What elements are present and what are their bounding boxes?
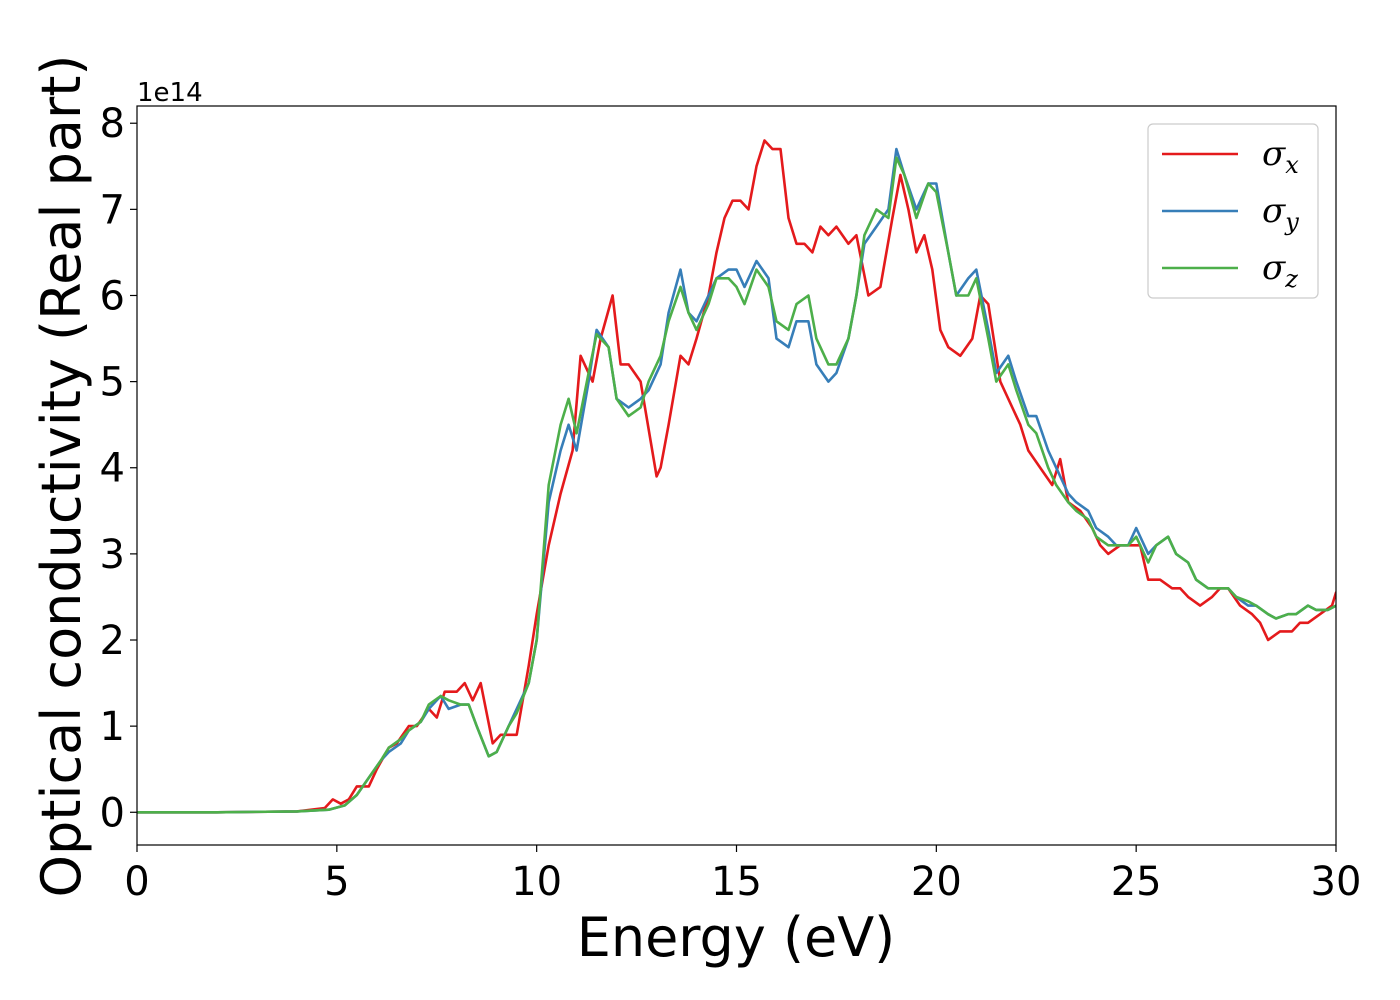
y-tick-label: 4 (100, 446, 125, 492)
x-tick-label: 5 (324, 859, 349, 905)
y-tick-label: 5 (100, 360, 125, 406)
y-tick-label: 6 (100, 273, 125, 319)
x-tick-label: 20 (911, 859, 962, 905)
x-tick-label: 10 (511, 859, 562, 905)
series-line-z (137, 156, 1336, 814)
x-tick-label: 0 (124, 859, 149, 905)
y-axis-ticks: 0 1 2 3 4 5 6 7 8 (100, 101, 137, 836)
legend-label-x: σx (1262, 134, 1299, 179)
y-tick-label: 8 (100, 101, 125, 147)
x-tick-label: 15 (711, 859, 762, 905)
y-tick-label: 1 (100, 704, 125, 750)
y-axis-offset-label: 1e14 (137, 78, 203, 108)
x-axis-ticks: 0 5 10 15 20 25 30 (124, 845, 1361, 905)
legend: σx σy σz (1147, 123, 1319, 299)
series-line-x (137, 139, 1336, 814)
y-tick-label: 2 (100, 618, 125, 664)
legend-label-z: σz (1262, 248, 1298, 293)
x-axis-label: Energy (eV) (577, 906, 896, 969)
y-tick-label: 0 (100, 790, 125, 836)
y-tick-label: 7 (100, 187, 125, 233)
series-lines (137, 139, 1336, 814)
x-tick-label: 30 (1311, 859, 1362, 905)
x-tick-label: 25 (1111, 859, 1162, 905)
y-tick-label: 3 (100, 532, 125, 578)
legend-label-y: σy (1262, 191, 1299, 236)
y-axis-label: Optical conductivity (Real part) (30, 55, 93, 898)
